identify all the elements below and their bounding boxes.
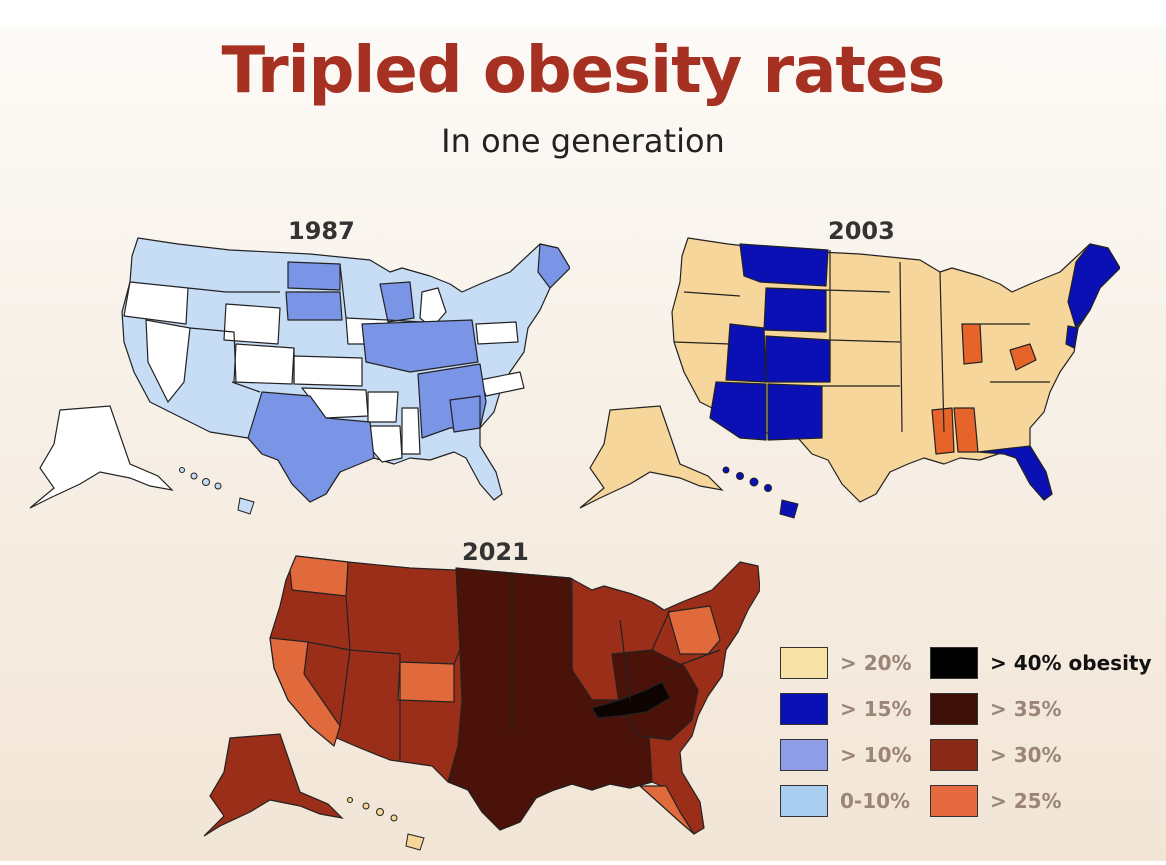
legend-item-20: > 20%	[780, 647, 912, 679]
state-washington-2021	[289, 555, 349, 597]
state-indiana-2003	[961, 323, 983, 365]
legend-item-35: > 35%	[930, 693, 1062, 725]
legend-swatch-25	[930, 785, 978, 817]
map-label-1987: 1987	[288, 217, 355, 245]
legend-swatch-0-10	[780, 785, 828, 817]
state-oregon-1987	[123, 281, 189, 325]
map-label-2021: 2021	[462, 538, 529, 566]
legend-item-40: > 40% obesity	[930, 647, 1152, 679]
bottom-band	[0, 861, 1166, 865]
state-kansas-1987	[293, 355, 363, 387]
state-texas-1987	[247, 391, 375, 503]
legend-label-0-10: 0-10%	[840, 789, 911, 813]
state-hawaii-2021	[347, 797, 425, 851]
state-colorado-2003	[765, 335, 831, 383]
legend-item-10: > 10%	[780, 739, 912, 771]
state-hawaii-1987	[179, 467, 255, 515]
state-mississippi-1987	[401, 407, 421, 455]
legend-swatch-30	[930, 739, 978, 771]
state-wyoming-2003	[763, 287, 827, 333]
state-new-jersey-2003	[1065, 325, 1079, 349]
legend-label-15: > 15%	[840, 697, 912, 721]
state-west-virginia-kentucky-40-2021	[591, 681, 671, 719]
legend-item-25: > 25%	[930, 785, 1062, 817]
state-montana-2003	[739, 243, 829, 287]
legend-label-20: > 20%	[840, 651, 912, 675]
state-hawaii-2003	[722, 466, 799, 519]
page-subtitle: In one generation	[441, 122, 725, 160]
legend-swatch-40	[930, 647, 978, 679]
state-alaska-2021	[203, 733, 344, 837]
legend-label-35: > 35%	[990, 697, 1062, 721]
state-pennsylvania-1987	[475, 321, 519, 345]
legend-item-0-10: 0-10%	[780, 785, 910, 817]
state-nevada-1987	[145, 319, 191, 403]
us-map-2003	[579, 237, 1120, 519]
state-northeast-2021	[667, 605, 721, 655]
us-map-2021	[203, 555, 760, 851]
legend-label-40: > 40% obesity	[990, 651, 1152, 675]
state-mississippi-2003	[931, 407, 955, 455]
state-west-virginia-2003	[1009, 343, 1037, 371]
state-florida-2021	[639, 785, 695, 835]
legend-swatch-15	[780, 693, 828, 725]
state-midwest-1987	[361, 319, 479, 373]
legend-label-10: > 10%	[840, 743, 912, 767]
legend-label-25: > 25%	[990, 789, 1062, 813]
state-north-dakota-1987	[287, 261, 341, 291]
legend-item-15: > 15%	[780, 693, 912, 725]
state-arkansas-1987	[367, 391, 399, 423]
state-georgia-1987	[449, 395, 481, 433]
state-florida-2003	[977, 445, 1053, 501]
legend-label-30: > 30%	[990, 743, 1062, 767]
state-south-dakota-1987	[285, 291, 343, 321]
state-new-mexico-2003	[767, 383, 823, 441]
legend-swatch-10	[780, 739, 828, 771]
map-label-2003: 2003	[828, 217, 895, 245]
state-alaska-1987	[29, 405, 174, 509]
state-colorado-1987	[233, 343, 295, 385]
state-maine-1987	[537, 243, 570, 289]
state-new-england-2003	[1067, 243, 1120, 329]
state-wisconsin-1987	[379, 281, 415, 323]
state-alaska-2003	[579, 405, 724, 509]
legend-swatch-35	[930, 693, 978, 725]
state-michigan-1987	[419, 287, 447, 329]
state-wyoming-1987	[223, 303, 281, 345]
state-utah-2003	[725, 323, 767, 383]
state-alabama-2003	[953, 407, 979, 453]
us-map-1987	[29, 237, 570, 515]
page-title: Tripled obesity rates	[221, 34, 945, 108]
state-colorado-2021	[397, 661, 455, 703]
top-band	[0, 0, 1166, 28]
legend: > 20% > 15% > 10% 0-10% > 40% obesity > …	[780, 645, 1160, 825]
state-arizona-2003	[709, 381, 767, 441]
legend-item-30: > 30%	[930, 739, 1062, 771]
state-california-2021	[269, 637, 341, 747]
legend-swatch-20	[780, 647, 828, 679]
